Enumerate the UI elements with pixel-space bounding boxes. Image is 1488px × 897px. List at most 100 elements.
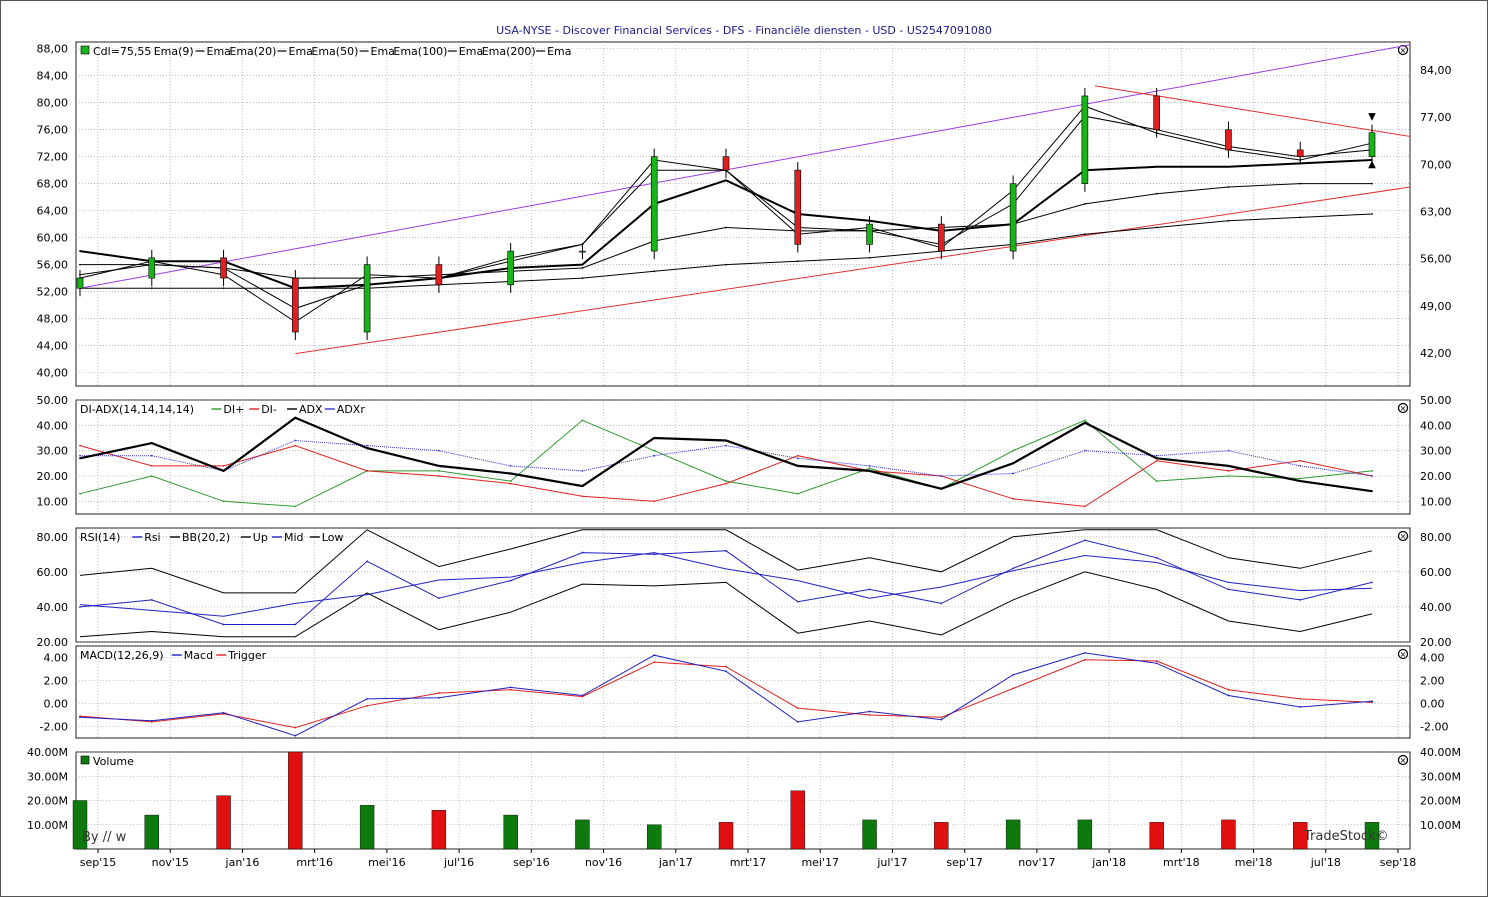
- point-adx: [294, 416, 297, 419]
- point-macd: [437, 696, 440, 699]
- point-adx: [1299, 480, 1302, 482]
- point-di-: [725, 480, 727, 482]
- volume-bar: [431, 810, 447, 850]
- point-rsi: [1299, 599, 1302, 601]
- y-tick-label: 60,00: [37, 232, 69, 245]
- legend-item: Cdl=75,55: [93, 45, 151, 58]
- volume-bar: [1077, 819, 1093, 850]
- point-macd: [1299, 706, 1302, 708]
- point-adxr: [437, 449, 440, 452]
- price-panel-frame: [75, 41, 1411, 387]
- legend-item: Ema(50): [311, 45, 358, 58]
- point-di-: [1155, 459, 1158, 462]
- legend-item: MACD(12,26,9): [80, 649, 164, 662]
- close-icon-glyph: ×: [1400, 404, 1407, 413]
- legend-item: DI-: [261, 403, 277, 416]
- point-macd: [79, 716, 81, 719]
- point-adxr: [1155, 454, 1158, 457]
- y-tick-label: 2.00: [44, 675, 69, 688]
- point-trigger: [725, 665, 727, 668]
- close-icon-glyph: ×: [1400, 650, 1407, 659]
- y-tick-label: 56,00: [1420, 253, 1452, 266]
- legend-item: Ema: [547, 45, 571, 58]
- volume-bar: [862, 819, 877, 850]
- point-ema-200-: [222, 287, 225, 290]
- y-tick-label: 10.00M: [1420, 819, 1461, 832]
- legend-item: ADXr: [337, 403, 366, 416]
- volume-bar: [1149, 822, 1164, 850]
- signal-down-icon: ▼: [1368, 112, 1376, 123]
- point-di-: [1299, 477, 1302, 480]
- y-tick-label: 40.00: [37, 601, 69, 614]
- point-adxr: [79, 454, 81, 457]
- series-bb-up: [79, 529, 1373, 594]
- close-panel-icon[interactable]: [1397, 530, 1409, 542]
- y-tick-label: 64,00: [37, 205, 69, 218]
- y-tick-label: 4.00: [1420, 652, 1445, 665]
- point-adx: [1012, 462, 1015, 465]
- close-panel-icon[interactable]: [1397, 754, 1409, 766]
- y-tick-label: 10.00: [37, 495, 69, 508]
- point-adxr: [294, 439, 297, 442]
- point-rsi: [1371, 581, 1373, 584]
- point-trigger: [653, 661, 656, 663]
- point-trigger: [1227, 688, 1230, 691]
- volume-bar: [1364, 822, 1380, 850]
- volume-bar: [503, 814, 518, 850]
- point-macd: [940, 718, 943, 721]
- x-tick-label: mrt'16: [296, 856, 333, 869]
- close-panel-icon[interactable]: [1397, 648, 1409, 660]
- point-di-: [437, 475, 440, 477]
- volume-bar: [934, 822, 949, 850]
- point-ema-200-: [653, 270, 656, 273]
- point-rsi: [222, 623, 225, 626]
- candle-body: [1368, 132, 1376, 157]
- point-adx: [940, 487, 943, 490]
- point-trigger: [366, 704, 369, 707]
- x-tick-label: mei'17: [801, 856, 839, 869]
- point-di-: [1227, 470, 1230, 472]
- volume-bar: [1221, 819, 1236, 850]
- close-panel-icon[interactable]: [1397, 402, 1409, 414]
- point-trigger: [940, 716, 943, 719]
- point-rsi: [79, 606, 81, 608]
- y-tick-label: 44,00: [37, 340, 69, 353]
- point-ema-100-: [1371, 182, 1373, 185]
- point-adx: [150, 442, 153, 444]
- legend-item: Trigger: [227, 649, 266, 662]
- watermark-left: By // w: [82, 830, 127, 845]
- point-ema-200-: [1299, 216, 1302, 219]
- point-adx: [581, 485, 584, 488]
- point-trigger: [1083, 658, 1086, 661]
- point-trigger: [1155, 660, 1158, 662]
- x-tick-label: nov'16: [585, 856, 622, 869]
- y-tick-label: 20.00: [37, 636, 69, 649]
- point-di-: [294, 444, 297, 447]
- candle-body: [435, 264, 443, 286]
- y-tick-label: 0.00: [1420, 698, 1445, 711]
- x-tick-label: jul'18: [1310, 856, 1341, 869]
- point-adxr: [1012, 472, 1015, 475]
- volume-bar: [288, 751, 303, 850]
- candle-body: [148, 257, 156, 279]
- y-tick-label: 48,00: [37, 313, 69, 326]
- point-di-: [366, 470, 369, 472]
- y-tick-label: 68,00: [37, 178, 69, 191]
- point-ema-200-: [868, 256, 871, 259]
- point-adx: [1083, 421, 1086, 424]
- point-adx: [868, 470, 871, 472]
- candle-body: [363, 264, 371, 333]
- point-ema-200-: [725, 263, 727, 266]
- point-adxr: [796, 457, 799, 460]
- legend-volume-swatch: [80, 755, 90, 765]
- legend-item: Volume: [93, 755, 134, 768]
- candle-body: [1225, 129, 1232, 151]
- y-tick-label: 2.00: [1420, 675, 1445, 688]
- point-macd: [868, 710, 871, 713]
- x-tick-label: sep'16: [513, 856, 550, 869]
- y-tick-label: 10.00M: [27, 819, 68, 832]
- point-adxr: [1083, 449, 1086, 452]
- volume-bar: [790, 790, 805, 850]
- y-tick-label: 88,00: [37, 43, 69, 56]
- point-trigger: [796, 707, 799, 709]
